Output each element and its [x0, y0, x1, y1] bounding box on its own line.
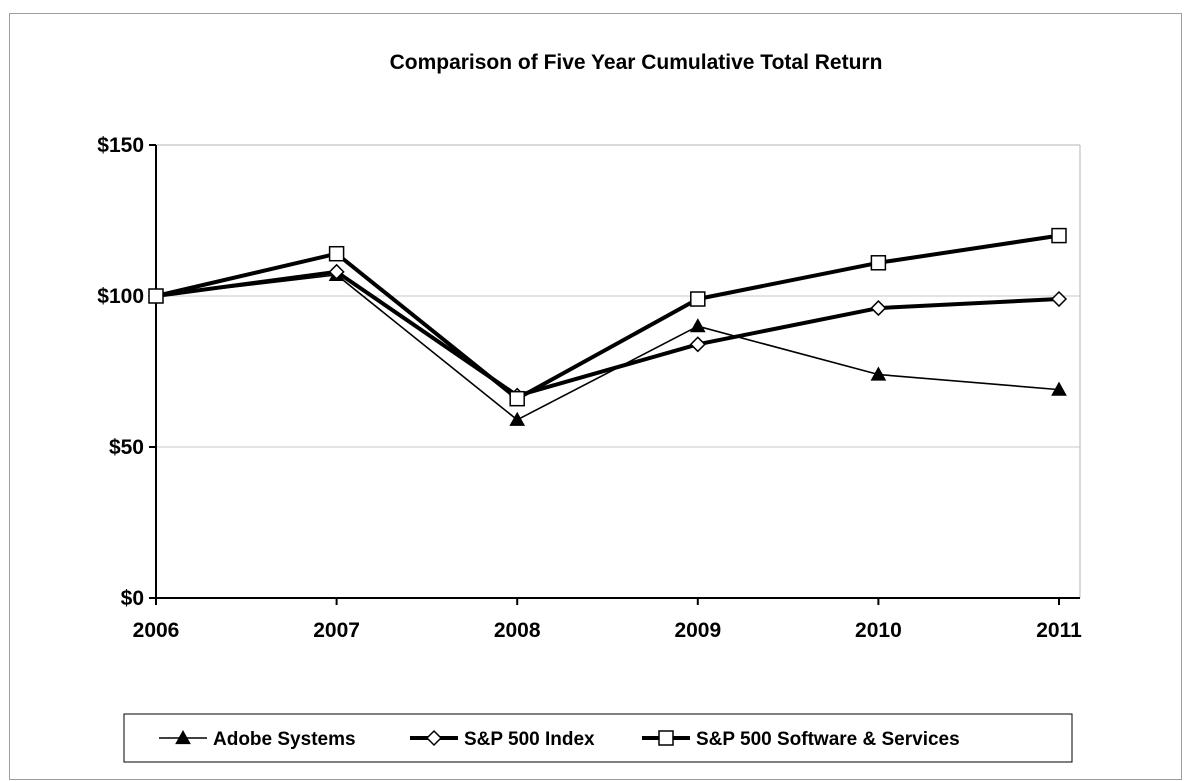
- legend-box: [123, 713, 1073, 763]
- legend: Adobe Systems S&P 500 Index S&P 500 Softwa…: [123, 713, 1073, 763]
- series-markers: [147, 227, 1068, 426]
- data-point-s-p-500-software-services: [870, 255, 887, 271]
- data-point-s-p-500-index: [328, 263, 345, 280]
- data-point-s-p-500-software-services: [1051, 227, 1067, 244]
- axes: [149, 144, 1080, 605]
- data-point-adobe-systems: [689, 318, 706, 333]
- chart-title: Comparison of Five Year Cumulative Total…: [390, 51, 883, 74]
- legend-marker-s-p-500-index: [425, 729, 443, 747]
- legend-marker-s-p-500-software-services: [658, 730, 674, 746]
- series-line-s-p-500-software-services: [155, 233, 1060, 401]
- data-point-adobe-systems: [870, 366, 887, 381]
- data-point-adobe-systems: [1051, 381, 1067, 396]
- data-point-s-p-500-index: [1050, 290, 1068, 308]
- x-tick-label: 2008: [494, 619, 541, 642]
- legend-label-adobe-systems: Adobe Systems: [213, 729, 356, 750]
- x-tick-label: 2007: [313, 619, 360, 642]
- data-point-s-p-500-software-services: [148, 288, 164, 304]
- chart-frame: [9, 13, 1182, 780]
- data-point-s-p-500-index: [689, 336, 706, 353]
- y-tick-label: $50: [109, 436, 144, 459]
- data-point-s-p-500-software-services: [690, 291, 706, 307]
- y-tick-label: $0: [121, 587, 144, 610]
- tick-labels: $0 $50 $100 $150 2006 2007 2008 2009 2010 2011: [97, 134, 1082, 642]
- legend-label-s-p-500-software-services: S&P 500 Software & Services: [696, 729, 960, 750]
- y-tick-label: $150: [97, 134, 144, 157]
- series-line-adobe-systems: [155, 274, 1060, 421]
- x-tick-label: 2006: [133, 619, 180, 642]
- series-line-s-p-500-index: [155, 269, 1060, 398]
- legend-label-s-p-500-index: S&P 500 Index: [464, 729, 595, 750]
- gridlines: [156, 144, 1081, 598]
- x-tick-label: 2009: [674, 619, 721, 642]
- x-tick-label: 2010: [855, 619, 902, 642]
- data-point-adobe-systems: [509, 411, 526, 426]
- data-point-s-p-500-software-services: [509, 390, 525, 407]
- y-tick-label: $100: [97, 285, 144, 308]
- x-tick-label: 2011: [1036, 619, 1082, 642]
- legend-marker-adobe-systems: [175, 729, 191, 745]
- series-lines: [155, 233, 1060, 421]
- data-point-s-p-500-software-services: [328, 245, 345, 262]
- data-point-s-p-500-index: [870, 300, 887, 317]
